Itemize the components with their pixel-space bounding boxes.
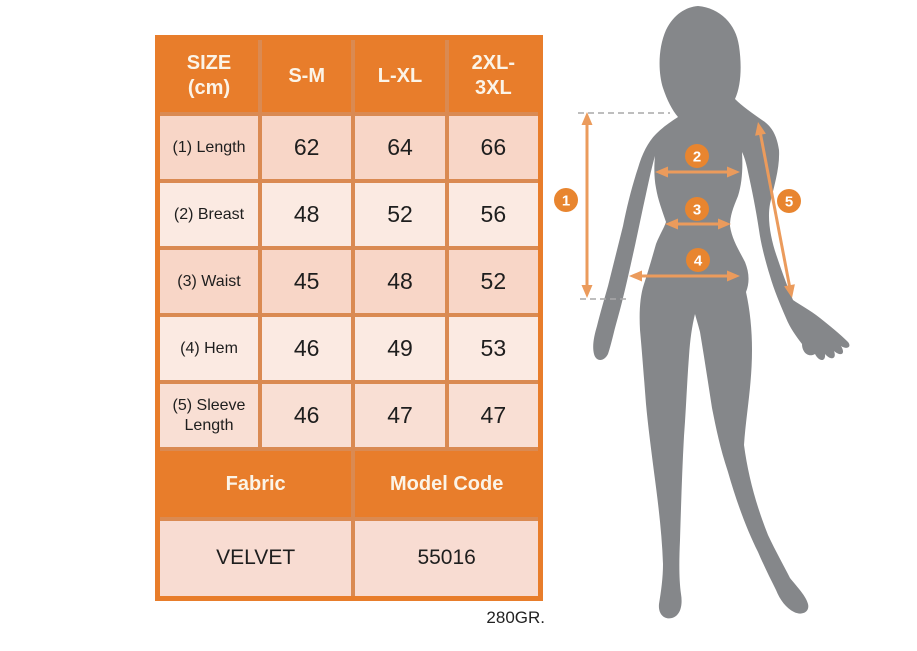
waist-arrow xyxy=(665,218,731,230)
size-value: 52 xyxy=(355,183,445,246)
fabric-value: VELVET xyxy=(160,521,352,596)
row-label-breast: (2) Breast xyxy=(160,183,258,246)
row-label-length: (1) Length xyxy=(160,116,258,179)
breast-arrow xyxy=(655,166,740,178)
size-value: 48 xyxy=(262,183,352,246)
length-arrow xyxy=(581,112,593,298)
marker-2-label: 2 xyxy=(693,149,701,166)
weight-note: 280GR. xyxy=(486,608,545,627)
col-header-2xl3xl: 2XL-3XL xyxy=(448,40,538,112)
hem-arrow xyxy=(629,270,740,282)
marker-1-label: 1 xyxy=(562,193,570,210)
size-value: 47 xyxy=(355,384,445,447)
col-header-size: SIZE (cm) xyxy=(160,40,258,112)
size-table: SIZE (cm) S-M L-XL 2XL-3XL (1) Length 62… xyxy=(155,35,543,601)
fabric-header: Fabric xyxy=(160,451,352,517)
sleeve-arrow xyxy=(755,122,795,298)
model-code-value: 55016 xyxy=(355,521,538,596)
size-value: 48 xyxy=(355,250,445,313)
model-code-header: Model Code xyxy=(355,451,538,517)
size-value: 45 xyxy=(262,250,352,313)
row-label-hem: (4) Hem xyxy=(160,317,258,380)
size-value: 53 xyxy=(448,317,538,380)
size-value: 66 xyxy=(448,116,538,179)
woman-silhouette xyxy=(593,6,850,619)
marker-3-badge: 3 xyxy=(685,197,709,221)
marker-2-badge: 2 xyxy=(685,144,709,168)
size-value: 46 xyxy=(262,317,352,380)
size-value: 62 xyxy=(262,116,352,179)
size-value: 64 xyxy=(355,116,445,179)
marker-4-badge: 4 xyxy=(686,248,710,272)
marker-5-label: 5 xyxy=(785,194,793,211)
marker-5-badge: 5 xyxy=(777,189,801,213)
col-header-sm: S-M xyxy=(262,40,352,112)
size-value: 52 xyxy=(448,250,538,313)
size-value: 56 xyxy=(448,183,538,246)
col-header-lxl: L-XL xyxy=(355,40,445,112)
size-value: 46 xyxy=(262,384,352,447)
size-value: 49 xyxy=(355,317,445,380)
measurement-diagram: 1 2 3 4 5 xyxy=(554,6,850,619)
size-value: 47 xyxy=(448,384,538,447)
marker-4-label: 4 xyxy=(694,253,703,270)
row-label-sleeve-length: (5) Sleeve Length xyxy=(160,384,258,447)
marker-1-badge: 1 xyxy=(554,188,578,212)
marker-3-label: 3 xyxy=(693,202,701,219)
row-label-waist: (3) Waist xyxy=(160,250,258,313)
